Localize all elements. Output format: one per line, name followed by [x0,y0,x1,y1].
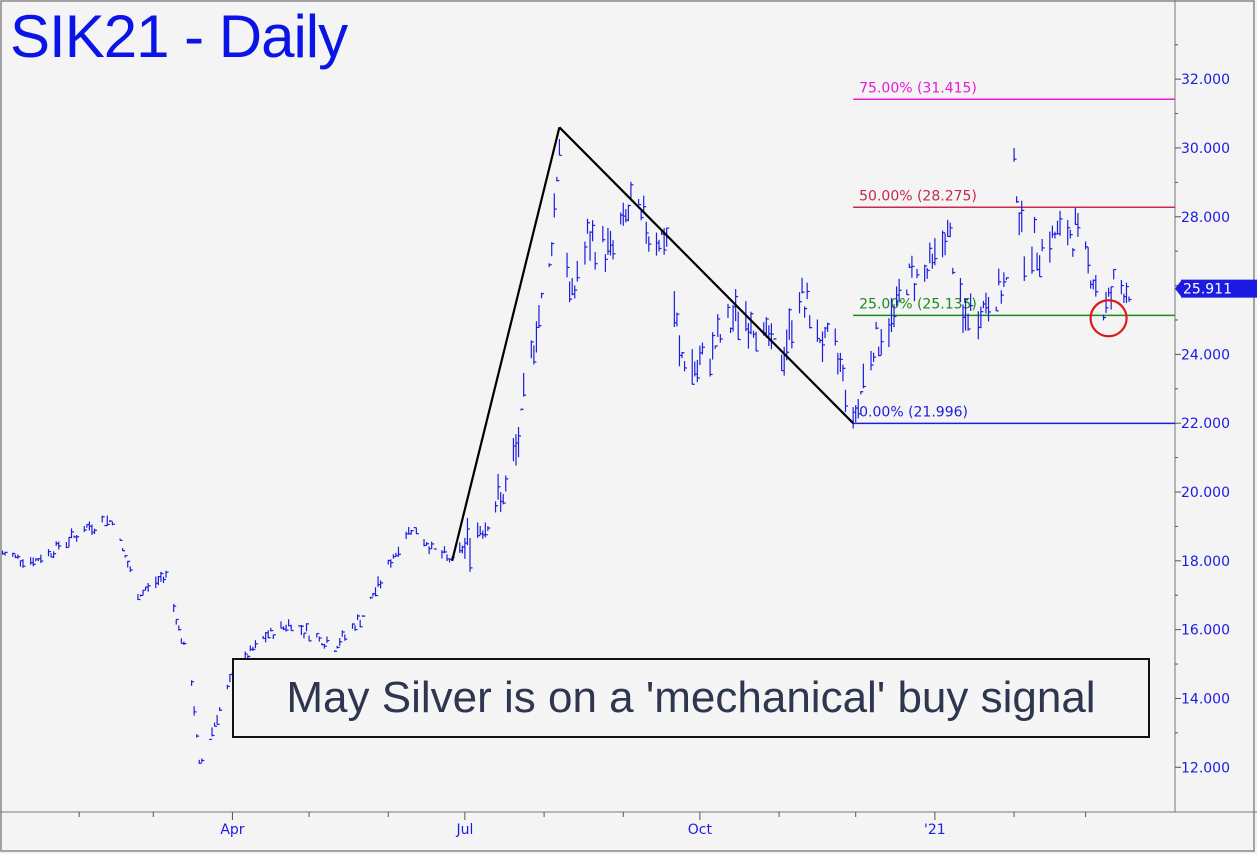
y-tick-label: 14.000 [1181,691,1230,707]
y-tick-label: 28.000 [1181,210,1230,226]
x-tick-label: Apr [220,822,244,838]
y-tick-label: 32.000 [1181,72,1230,88]
swing-line [451,127,561,562]
fib-level-label: 0.00% (21.996) [859,404,968,420]
fib-level-label: 75.00% (31.415) [859,80,977,96]
swing-lines [451,126,854,562]
chart-title: SIK21 - Daily [10,3,348,70]
last-price-pointer [1175,279,1182,298]
fib-level-label: 25.00% (25.135) [859,296,977,312]
signal-circle [1089,299,1128,338]
annotation-text: May Silver is on a 'mechanical' buy sign… [286,673,1096,722]
y-tick-label: 16.000 [1181,623,1230,639]
y-tick-label: 30.000 [1181,141,1230,157]
fib-levels: 75.00% (31.415) 50.00% (28.275) 25.00% (25… [853,80,1175,425]
y-tick-label: 12.000 [1181,760,1230,776]
axis-ticks: 12.000 14.000 16.000 18.000 20.000 22.000 24.0… [78,44,1230,838]
y-tick-label: 18.000 [1181,554,1230,570]
price-series [1,139,1132,764]
fib-level-label: 50.00% (28.275) [859,188,977,204]
swing-line [558,126,854,424]
x-tick-label: Jul [455,822,473,838]
x-tick-label: '21 [924,822,946,838]
y-tick-label: 24.000 [1181,347,1230,363]
annotation-box: May Silver is on a 'mechanical' buy sign… [232,658,1150,738]
x-tick-label: Oct [688,822,713,838]
overlay: 25.911 [1089,279,1257,338]
last-price-label: 25.911 [1183,282,1232,298]
y-tick-label: 20.000 [1181,485,1230,501]
y-tick-label: 22.000 [1181,416,1230,432]
last-price-box [1181,279,1257,298]
